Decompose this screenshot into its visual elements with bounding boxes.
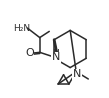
Text: N: N bbox=[73, 69, 81, 79]
Text: N: N bbox=[52, 52, 60, 62]
Text: H₂N: H₂N bbox=[13, 24, 30, 33]
Text: H: H bbox=[53, 49, 59, 58]
Text: O: O bbox=[25, 48, 34, 58]
